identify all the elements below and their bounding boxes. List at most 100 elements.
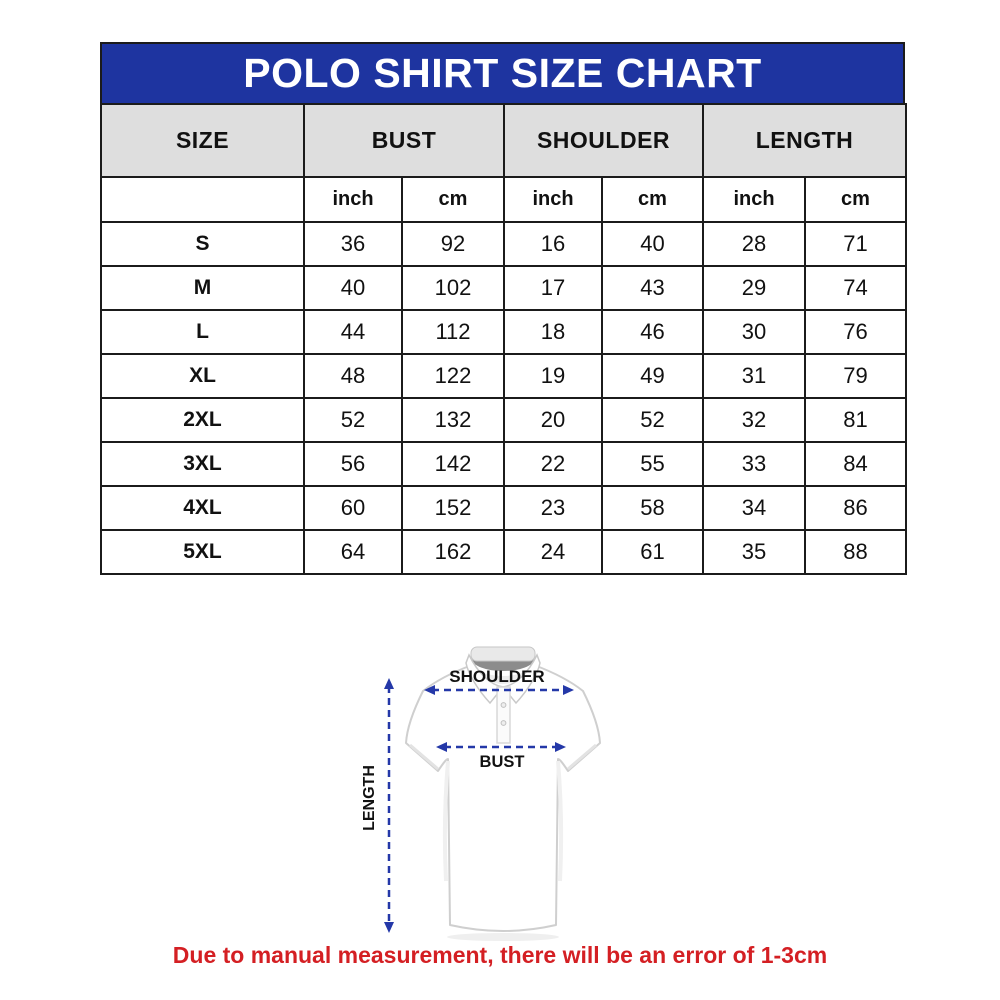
cell-value: 58 <box>601 485 704 531</box>
unit-header-shoulder-inch: inch <box>503 176 603 223</box>
bust-arrow <box>436 742 566 752</box>
cell-value: 31 <box>702 353 806 399</box>
button <box>500 720 507 726</box>
table-row-4xl: 4XL 60 152 23 58 34 86 <box>100 485 907 531</box>
right-body-crease <box>556 760 564 882</box>
shoulder-label: SHOULDER <box>449 667 544 686</box>
cell-value: 19 <box>503 353 603 399</box>
size-label: L <box>100 309 305 355</box>
cell-value: 162 <box>401 529 505 575</box>
col-header-bust: BUST <box>303 103 505 178</box>
cell-value: 48 <box>303 353 403 399</box>
button <box>500 702 507 708</box>
cell-value: 61 <box>601 529 704 575</box>
cell-value: 49 <box>601 353 704 399</box>
cell-value: 142 <box>401 441 505 487</box>
size-label: 4XL <box>100 485 305 531</box>
table-row-m: M 40 102 17 43 29 74 <box>100 265 907 311</box>
shirt-shadow <box>447 933 559 941</box>
cell-value: 86 <box>804 485 907 531</box>
chart-title-bar: POLO SHIRT SIZE CHART <box>100 42 905 103</box>
cell-value: 20 <box>503 397 603 443</box>
cell-value: 112 <box>401 309 505 355</box>
unit-header-bust-cm: cm <box>401 176 505 223</box>
cell-value: 29 <box>702 265 806 311</box>
cell-value: 56 <box>303 441 403 487</box>
cell-value: 84 <box>804 441 907 487</box>
cell-value: 152 <box>401 485 505 531</box>
polo-shirt-diagram: SHOULDER BUST LENGTH <box>361 646 601 941</box>
left-body-crease <box>442 760 450 882</box>
cell-value: 22 <box>503 441 603 487</box>
cell-value: 46 <box>601 309 704 355</box>
cell-value: 71 <box>804 221 907 267</box>
shirt-body <box>405 659 601 932</box>
cell-value: 122 <box>401 353 505 399</box>
cell-value: 76 <box>804 309 907 355</box>
size-label: 2XL <box>100 397 305 443</box>
cell-value: 40 <box>601 221 704 267</box>
cell-value: 40 <box>303 265 403 311</box>
unit-header-length-cm: cm <box>804 176 907 223</box>
cell-value: 30 <box>702 309 806 355</box>
cell-value: 81 <box>804 397 907 443</box>
cell-value: 52 <box>303 397 403 443</box>
length-arrow <box>384 678 394 933</box>
right-sleeve-hem-shade <box>567 743 597 771</box>
col-header-size: SIZE <box>100 103 305 178</box>
cell-value: 88 <box>804 529 907 575</box>
table-row-5xl: 5XL 64 162 24 61 35 88 <box>100 529 907 575</box>
cell-value: 32 <box>702 397 806 443</box>
cell-value: 52 <box>601 397 704 443</box>
size-label: M <box>100 265 305 311</box>
size-label: 3XL <box>100 441 305 487</box>
shoulder-arrow <box>424 685 574 695</box>
cell-value: 132 <box>401 397 505 443</box>
cell-value: 79 <box>804 353 907 399</box>
table-row-3xl: 3XL 56 142 22 55 33 84 <box>100 441 907 487</box>
bust-label: BUST <box>480 753 525 771</box>
size-label: S <box>100 221 305 267</box>
unit-header-empty <box>100 176 305 223</box>
collar-right-flap <box>501 653 541 705</box>
cell-value: 16 <box>503 221 603 267</box>
table-row-s: S 36 92 16 40 28 71 <box>100 221 907 267</box>
length-label: LENGTH <box>361 765 378 831</box>
cell-value: 24 <box>503 529 603 575</box>
chart-title: POLO SHIRT SIZE CHART <box>243 50 762 96</box>
cell-value: 60 <box>303 485 403 531</box>
cell-value: 64 <box>303 529 403 575</box>
cell-value: 44 <box>303 309 403 355</box>
unit-header-shoulder-cm: cm <box>601 176 704 223</box>
table-group-header-row: SIZE BUST SHOULDER LENGTH <box>100 103 907 178</box>
col-header-shoulder: SHOULDER <box>503 103 704 178</box>
measurement-note: Due to manual measurement, there will be… <box>172 942 828 968</box>
cell-value: 74 <box>804 265 907 311</box>
cell-value: 18 <box>503 309 603 355</box>
table-unit-header-row: inch cm inch cm inch cm <box>100 176 907 223</box>
cell-value: 35 <box>702 529 806 575</box>
unit-header-length-inch: inch <box>702 176 806 223</box>
cell-value: 36 <box>303 221 403 267</box>
unit-header-bust-inch: inch <box>303 176 403 223</box>
cell-value: 23 <box>503 485 603 531</box>
cell-value: 17 <box>503 265 603 311</box>
col-header-length: LENGTH <box>702 103 907 178</box>
size-table: SIZE BUST SHOULDER LENGTH inch cm inch c… <box>100 103 907 575</box>
table-row-2xl: 2XL 52 132 20 52 32 81 <box>100 397 907 443</box>
cell-value: 92 <box>401 221 505 267</box>
cell-value: 43 <box>601 265 704 311</box>
cell-value: 28 <box>702 221 806 267</box>
cell-value: 102 <box>401 265 505 311</box>
table-row-xl: XL 48 122 19 49 31 79 <box>100 353 907 399</box>
size-label: XL <box>100 353 305 399</box>
size-label: 5XL <box>100 529 305 575</box>
collar-band <box>470 646 536 662</box>
cell-value: 33 <box>702 441 806 487</box>
cell-value: 55 <box>601 441 704 487</box>
table-row-l: L 44 112 18 46 30 76 <box>100 309 907 355</box>
button-placket <box>496 686 511 744</box>
cell-value: 34 <box>702 485 806 531</box>
left-sleeve-hem-shade <box>409 743 439 771</box>
